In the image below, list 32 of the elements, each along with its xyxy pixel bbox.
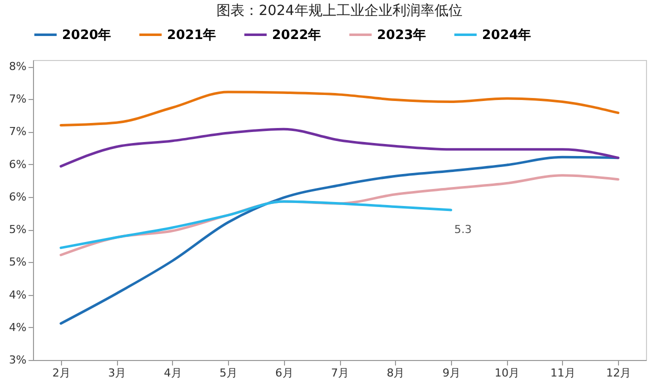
y-tick-label: 6% [9, 158, 26, 171]
line-series [60, 90, 620, 126]
y-tick-label: 7% [9, 92, 26, 106]
legend-label: 2022年 [272, 28, 322, 43]
x-tick-label: 8月 [386, 366, 405, 380]
y-tick-label: 7% [9, 125, 26, 138]
y-tick-label: 4% [9, 320, 26, 334]
x-tick-label: 7月 [331, 366, 349, 380]
x-tick-label: 9月 [442, 366, 460, 380]
y-tick-label: 3% [9, 354, 26, 366]
x-tick-label: 12月 [606, 366, 632, 380]
x-tick-label: 10月 [494, 366, 520, 380]
line-series [60, 128, 620, 168]
legend-label: 2024年 [482, 28, 532, 43]
x-tick-label: 6月 [275, 366, 294, 380]
y-tick-label: 8% [9, 60, 26, 74]
x-tick-label: 5月 [220, 366, 238, 380]
legend-label: 2020年 [62, 28, 112, 43]
x-tick-label: 2月 [52, 366, 70, 380]
x-tick-label: 11月 [550, 366, 576, 380]
line-series [60, 156, 620, 325]
y-tick-label: 5% [9, 223, 26, 236]
line-series [60, 200, 452, 250]
legend-label: 2023年 [377, 28, 426, 43]
y-tick-label: 6% [9, 190, 26, 204]
y-tick-label: 5% [9, 256, 26, 269]
x-tick-label: 4月 [164, 366, 182, 380]
x-tick-label: 3月 [108, 366, 126, 380]
chart-title: 图表：2024年规上工业企业利润率低位 [216, 3, 462, 19]
legend-label: 2021年 [167, 28, 216, 43]
y-tick-label: 4% [9, 288, 26, 302]
data-label: 5.3 [454, 223, 472, 236]
